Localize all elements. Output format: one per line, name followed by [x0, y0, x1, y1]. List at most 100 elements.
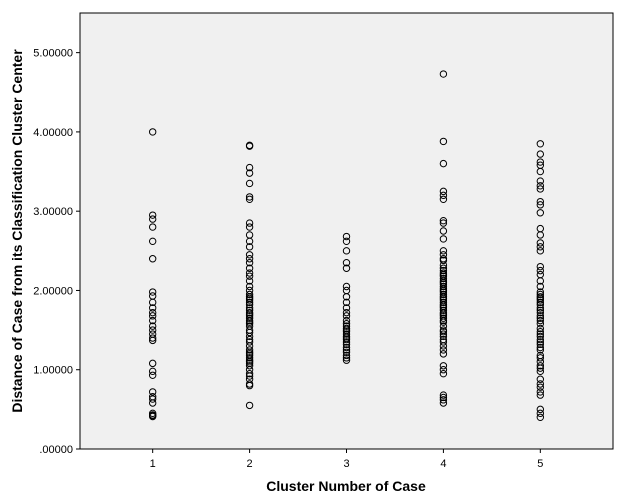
data-point — [148, 223, 157, 231]
data-point — [439, 308, 448, 317]
data-point — [536, 314, 545, 322]
data-point — [439, 251, 448, 259]
x-axis-title: Cluster Number of Case — [266, 478, 426, 494]
data-point — [439, 332, 448, 341]
plot-area — [79, 12, 614, 450]
data-point — [245, 369, 254, 378]
data-point — [148, 395, 157, 403]
data-point — [245, 312, 254, 320]
data-point — [342, 312, 351, 320]
x-tick-label: 5 — [537, 458, 543, 470]
data-point — [536, 308, 545, 317]
data-point — [245, 272, 254, 280]
y-axis-title: Distance of Case from its Classification… — [9, 49, 25, 413]
data-point — [439, 346, 448, 354]
data-point — [536, 413, 545, 421]
data-point — [536, 324, 545, 333]
data-point — [245, 193, 254, 201]
data-point — [148, 326, 157, 334]
data-point — [148, 388, 157, 396]
data-point — [536, 383, 545, 391]
y-tick-label: .00000 — [39, 444, 73, 456]
data-point — [148, 255, 157, 263]
data-point — [536, 338, 545, 346]
data-point — [536, 343, 545, 352]
data-point — [342, 259, 351, 267]
y-tick-label: 1.00000 — [33, 365, 73, 377]
x-tick-label: 2 — [247, 458, 253, 470]
data-point — [148, 211, 157, 219]
data-point — [536, 316, 545, 325]
data-point — [245, 301, 254, 309]
data-point — [245, 219, 254, 227]
data-point — [245, 372, 254, 380]
data-point — [245, 282, 254, 291]
data-point — [245, 298, 254, 307]
data-point — [439, 399, 448, 407]
data-point — [148, 336, 157, 345]
data-point — [148, 399, 157, 407]
data-point — [342, 232, 351, 241]
data-point — [536, 231, 545, 239]
data-point — [148, 316, 157, 325]
data-point — [536, 346, 545, 354]
y-axis: .00000 1.00000 2.00000 3.00000 4.00000 5.0000… — [33, 48, 80, 456]
data-point — [245, 320, 254, 328]
data-point — [536, 364, 545, 372]
data-point — [536, 330, 545, 338]
data-point — [439, 274, 448, 283]
data-point — [245, 142, 254, 150]
x-tick-label: 3 — [343, 458, 349, 470]
data-point — [439, 301, 448, 309]
data-point — [245, 306, 254, 314]
data-point — [439, 290, 448, 299]
data-point — [245, 163, 254, 172]
data-point — [148, 412, 157, 421]
data-point — [536, 239, 545, 247]
data-point — [536, 335, 545, 344]
data-point — [148, 298, 157, 307]
data-point — [439, 70, 448, 78]
data-point — [439, 266, 448, 275]
data-point — [245, 179, 254, 188]
data-point — [536, 312, 545, 320]
y-tick-label: 4.00000 — [33, 127, 73, 139]
data-point — [245, 243, 254, 251]
data-point — [148, 371, 157, 379]
data-points — [148, 70, 545, 421]
data-point — [536, 243, 545, 251]
data-point — [245, 293, 254, 301]
data-point — [342, 346, 351, 354]
data-point — [536, 380, 545, 388]
data-point — [342, 354, 351, 362]
data-point — [245, 362, 254, 370]
data-point — [245, 346, 254, 354]
x-tick-label: 1 — [150, 458, 156, 470]
data-point — [439, 219, 448, 227]
data-point — [342, 356, 351, 364]
data-point — [148, 367, 157, 376]
data-point — [439, 280, 448, 288]
data-point — [342, 237, 351, 246]
data-point — [439, 391, 448, 399]
data-point — [439, 350, 448, 358]
data-point — [342, 316, 351, 325]
data-point — [245, 277, 254, 285]
data-point — [536, 340, 545, 349]
data-point — [342, 340, 351, 349]
data-point — [536, 270, 545, 279]
data-point — [536, 332, 545, 341]
data-point — [148, 215, 157, 223]
data-point — [536, 405, 545, 414]
data-point — [536, 262, 545, 271]
data-point — [148, 304, 157, 312]
data-point — [536, 306, 545, 314]
data-point — [342, 338, 351, 346]
data-point — [439, 195, 448, 203]
data-point — [536, 293, 545, 301]
y-tick-label: 3.00000 — [33, 206, 73, 218]
data-point — [536, 201, 545, 209]
data-point — [439, 255, 448, 263]
data-point — [148, 128, 157, 136]
data-point — [439, 187, 448, 196]
